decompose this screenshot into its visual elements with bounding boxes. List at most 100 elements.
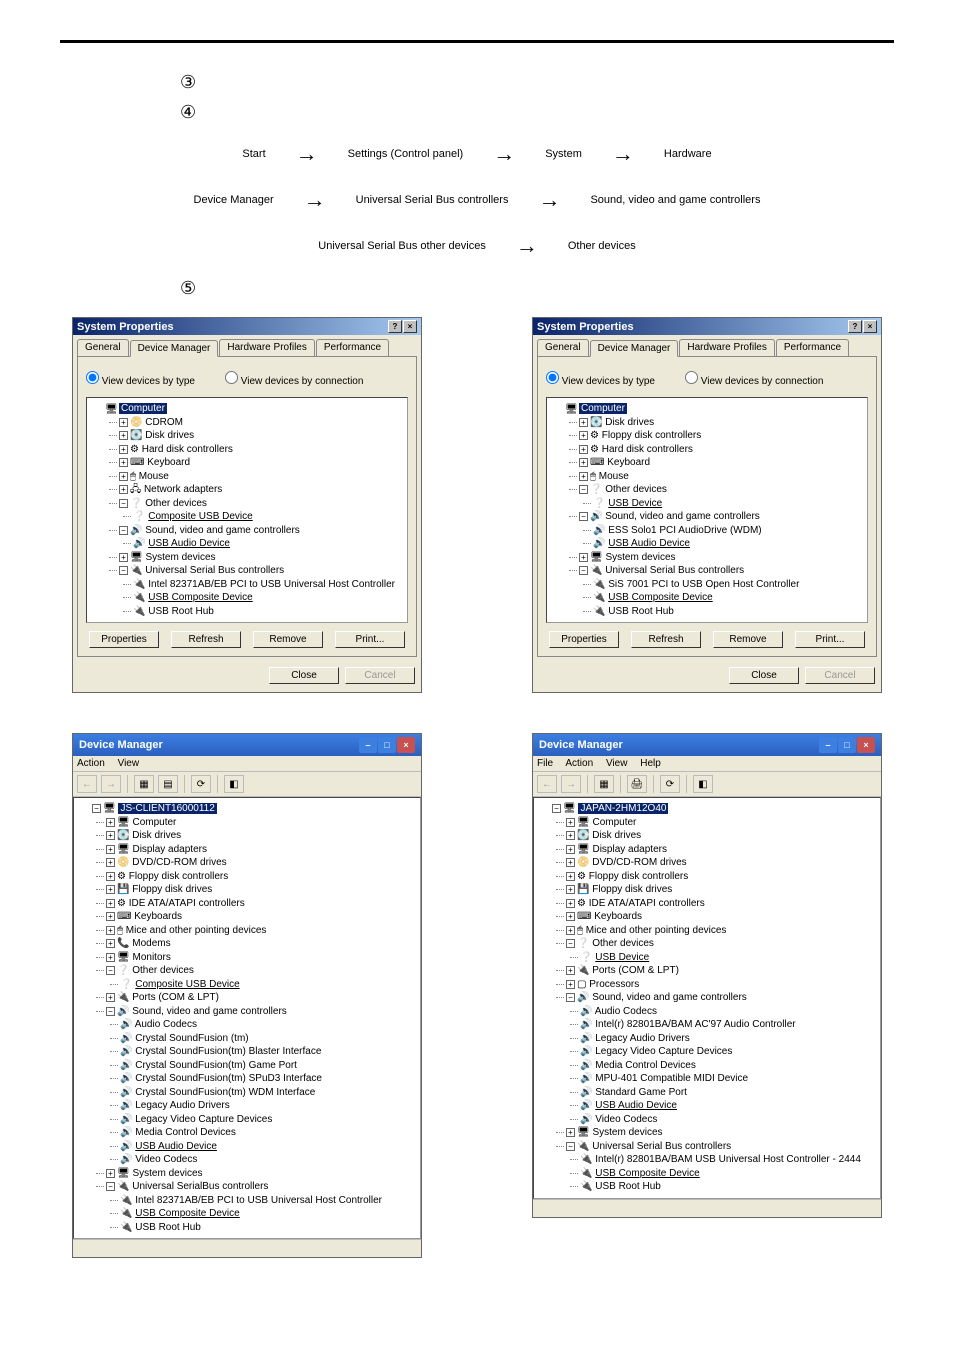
tree-item[interactable]: Mouse [139,471,169,482]
tree-item[interactable]: Legacy Video Capture Devices [135,1114,272,1125]
tree-item[interactable]: Video Codecs [135,1154,197,1165]
tree-item[interactable]: Intel(r) 82801BA/BAM USB Universal Host … [595,1154,861,1165]
device-tree[interactable]: −🖥 JS-CLIENT16000112 +🖥 Computer +💽 Disk… [73,797,421,1239]
toolbar-icon[interactable]: ◧ [693,775,713,793]
device-tree[interactable]: 🖥Computer +💽 Disk drives +⚙ Floppy disk … [546,397,868,623]
tree-item[interactable]: Legacy Audio Drivers [135,1100,230,1111]
tree-item[interactable]: Crystal SoundFusion(tm) Blaster Interfac… [135,1046,321,1057]
toolbar-icon[interactable]: ▤ [158,775,178,793]
tree-item[interactable]: Disk drives [145,430,194,441]
tree-item[interactable]: ESS Solo1 PCI AudioDrive (WDM) [608,525,761,536]
tree-item[interactable]: USB Root Hub [608,606,674,617]
tree-item[interactable]: USB Device [595,952,649,963]
tree-item[interactable]: USB Composite Device [595,1168,699,1179]
tree-item[interactable]: USB Audio Device [595,1100,677,1111]
tree-item[interactable]: SiS 7001 PCI to USB Open Host Controller [608,579,799,590]
close-icon[interactable]: × [863,320,877,333]
tree-item[interactable]: Crystal SoundFusion(tm) WDM Interface [135,1087,315,1098]
radio-by-type[interactable]: View devices by type [86,371,195,387]
maximize-icon[interactable]: □ [838,737,856,753]
tree-item[interactable]: Processors [589,979,639,990]
tree-item[interactable]: Computer [592,817,636,828]
tree-item[interactable]: Other devices [605,484,667,495]
tree-item[interactable]: Disk drives [132,830,181,841]
tree-item[interactable]: Crystal SoundFusion (tm) [135,1033,248,1044]
tree-item[interactable]: DVD/CD-ROM drives [132,857,226,868]
tree-item[interactable]: Composite USB Device [135,979,239,990]
tree-root[interactable]: Computer [119,403,167,414]
tree-item[interactable]: Video Codecs [595,1114,657,1125]
tree-item[interactable]: Keyboard [147,457,190,468]
tree-item[interactable]: IDE ATA/ATAPI controllers [129,898,245,909]
tree-item[interactable]: Intel(r) 82801BA/BAM AC'97 Audio Control… [595,1019,795,1030]
radio-by-type[interactable]: View devices by type [546,371,655,387]
close-icon[interactable]: × [397,737,415,753]
tree-item[interactable]: Composite USB Device [148,511,252,522]
help-icon[interactable]: ? [848,320,862,333]
minimize-icon[interactable]: – [359,737,377,753]
menu-view[interactable]: View [118,758,140,769]
toolbar-icon[interactable]: ▦ [594,775,614,793]
tree-item[interactable]: Crystal SoundFusion(tm) Game Port [135,1060,297,1071]
tree-item[interactable]: Universal SerialBus controllers [132,1181,268,1192]
tree-item[interactable]: MPU-401 Compatible MIDI Device [595,1073,748,1084]
minimize-icon[interactable]: – [819,737,837,753]
tree-item[interactable]: Audio Codecs [135,1019,197,1030]
maximize-icon[interactable]: □ [378,737,396,753]
radio-by-connection[interactable]: View devices by connection [685,371,823,387]
tree-item[interactable]: Sound, video and game controllers [145,525,300,536]
tree-item[interactable]: USB Root Hub [135,1222,201,1233]
tree-item[interactable]: CDROM [145,417,183,428]
tree-item[interactable]: USB Composite Device [148,592,252,603]
toolbar-icon[interactable]: ▦ [134,775,154,793]
tree-item[interactable]: USB Audio Device [608,538,690,549]
tree-item[interactable]: Modems [132,938,170,949]
tree-item[interactable]: Universal Serial Bus controllers [605,565,744,576]
tab-device-manager[interactable]: Device Manager [590,340,679,357]
tree-item[interactable]: USB Root Hub [595,1181,661,1192]
tree-item[interactable]: USB Root Hub [148,606,214,617]
tree-item[interactable]: Crystal SoundFusion(tm) SPuD3 Interface [135,1073,322,1084]
tree-item[interactable]: Floppy disk controllers [589,871,688,882]
toolbar-icon[interactable]: ◧ [224,775,244,793]
toolbar-icon[interactable]: ⟳ [660,775,680,793]
tree-root[interactable]: JAPAN-2HM12O40 [578,803,668,814]
properties-button[interactable]: Properties [89,631,159,648]
close-icon[interactable]: × [857,737,875,753]
tree-root[interactable]: JS-CLIENT16000112 [118,803,216,814]
tree-root[interactable]: Computer [579,403,627,414]
tree-item[interactable]: Media Control Devices [595,1060,696,1071]
properties-button[interactable]: Properties [549,631,619,648]
tree-item[interactable]: Mice and other pointing devices [126,925,267,936]
tree-item[interactable]: Standard Game Port [595,1087,687,1098]
refresh-button[interactable]: Refresh [171,631,241,648]
close-button[interactable]: Close [269,667,339,684]
tree-item[interactable]: USB Composite Device [135,1208,239,1219]
tree-item[interactable]: Display adapters [592,844,666,855]
menu-action[interactable]: Action [77,758,105,769]
tree-item[interactable]: Disk drives [592,830,641,841]
tab-hardware-profiles[interactable]: Hardware Profiles [219,339,314,356]
tree-item[interactable]: Display adapters [132,844,206,855]
tree-item[interactable]: Floppy disk controllers [602,430,701,441]
tree-item[interactable]: Legacy Video Capture Devices [595,1046,732,1057]
tree-item[interactable]: Network adapters [144,484,222,495]
tree-item[interactable]: Other devices [592,938,654,949]
tree-item[interactable]: Ports (COM & LPT) [132,992,219,1003]
tab-performance[interactable]: Performance [776,339,849,356]
tree-item[interactable]: Sound, video and game controllers [605,511,760,522]
device-tree[interactable]: −🖥 JAPAN-2HM12O40 +🖥 Computer +💽 Disk dr… [533,797,881,1199]
device-tree[interactable]: 🖥Computer +📀 CDROM +💽 Disk drives +⚙ Har… [86,397,408,623]
tree-item[interactable]: Other devices [132,965,194,976]
tree-item[interactable]: Keyboards [594,911,642,922]
tree-item[interactable]: USB Audio Device [135,1141,217,1152]
tree-item[interactable]: Intel 82371AB/EB PCI to USB Universal Ho… [148,579,395,590]
tree-item[interactable]: DVD/CD-ROM drives [592,857,686,868]
toolbar-icon[interactable]: ⟳ [191,775,211,793]
tree-item[interactable]: Computer [132,817,176,828]
tree-item[interactable]: Ports (COM & LPT) [592,965,679,976]
tab-performance[interactable]: Performance [316,339,389,356]
menu-view[interactable]: View [606,758,628,769]
tree-item[interactable]: USB Audio Device [148,538,230,549]
tree-item[interactable]: Universal Serial Bus controllers [592,1141,731,1152]
